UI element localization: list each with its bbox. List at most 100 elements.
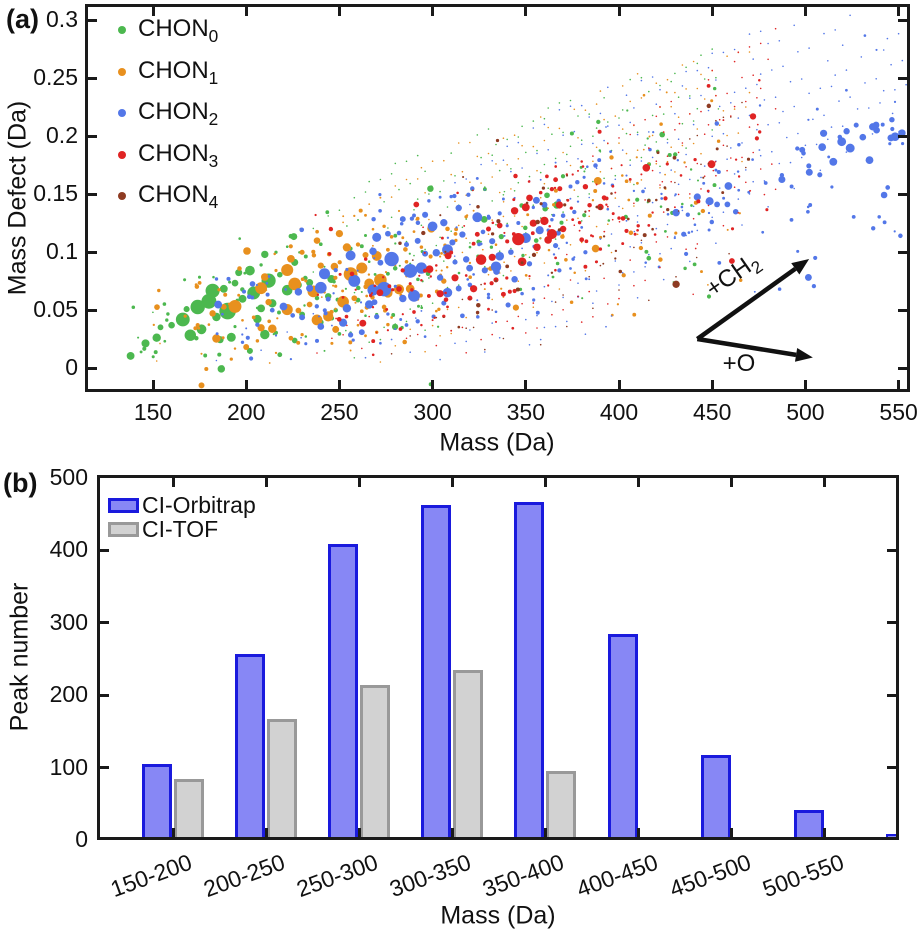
scatter-point: [843, 128, 850, 135]
scatter-point: [460, 313, 465, 319]
scatter-point: [363, 233, 368, 238]
scatter-point: [265, 298, 272, 306]
scatter-point: [237, 293, 241, 297]
scatter-point: [629, 164, 631, 166]
scatter-point: [793, 187, 795, 190]
scatter-point: [718, 187, 721, 189]
scatter-point: [512, 198, 516, 202]
scatter-point: [629, 246, 631, 248]
scatter-point: [583, 264, 588, 269]
scatter-point: [540, 216, 549, 226]
scatter-point: [577, 220, 582, 225]
scatter-point: [577, 115, 579, 117]
scatter-point: [496, 222, 503, 229]
scatter-point: [813, 255, 818, 260]
scatter-point: [469, 181, 471, 183]
bar-ci-tof: [267, 719, 298, 837]
scatter-point: [375, 331, 378, 334]
scatter-point: [221, 365, 224, 368]
scatter-point: [633, 107, 635, 109]
scatter-point: [562, 294, 564, 296]
scatter-point: [506, 145, 509, 148]
scatter-point: [220, 304, 227, 310]
scatter-point: [819, 87, 822, 90]
scatter-point: [659, 165, 661, 168]
scatter-point: [659, 106, 661, 108]
scatter-point: [703, 98, 706, 100]
scatter-point: [543, 297, 546, 300]
scatter-point: [505, 302, 511, 308]
scatter-point: [354, 301, 357, 304]
scatter-point: [651, 134, 654, 137]
scatter-point: [604, 196, 609, 201]
scatter-point: [398, 264, 401, 267]
scatter-point: [738, 278, 743, 282]
scatter-point: [629, 181, 631, 183]
scatter-point: [582, 213, 587, 218]
scatter-point: [541, 186, 546, 190]
scatter-point: [480, 338, 482, 341]
scatter-point: [722, 116, 725, 119]
scatter-point: [288, 277, 301, 291]
scatter-point: [674, 171, 676, 173]
scatter-point: [644, 144, 646, 146]
scatter-point: [356, 262, 368, 274]
bar-ci-tof: [360, 684, 391, 837]
scatter-point: [891, 112, 894, 115]
scatter-point: [439, 214, 442, 217]
scatter-point: [670, 146, 672, 148]
scatter-point: [405, 160, 408, 163]
scatter-point: [267, 275, 271, 278]
scatter-point: [823, 114, 825, 117]
scatter-point: [646, 137, 649, 140]
scatter-point: [394, 185, 397, 187]
scatter-point: [372, 232, 382, 242]
scatter-point: [696, 199, 701, 204]
scatter-point: [741, 224, 743, 226]
scatter-point: [595, 167, 598, 170]
y-tick-label: 100: [49, 753, 88, 780]
scatter-point: [547, 274, 550, 277]
scatter-point: [469, 203, 471, 206]
scatter-point: [572, 209, 577, 215]
scatter-point: [618, 142, 620, 144]
scatter-point: [596, 119, 601, 125]
scatter-point: [476, 299, 479, 302]
scatter-point: [385, 259, 391, 265]
scatter-point: [333, 275, 338, 280]
scatter-point: [721, 191, 725, 195]
scatter-point: [267, 319, 272, 324]
scatter-point: [358, 329, 365, 336]
scatter-point: [666, 78, 669, 81]
scatter-point: [754, 136, 759, 141]
scatter-point: [476, 315, 480, 319]
scatter-point: [481, 267, 488, 274]
scatter-point: [284, 288, 288, 291]
scatter-point: [318, 242, 323, 247]
scatter-point: [198, 382, 205, 389]
scatter-point: [633, 271, 635, 273]
scatter-point: [304, 279, 308, 283]
scatter-point: [439, 335, 441, 337]
scatter-point: [489, 245, 494, 249]
scatter-point: [371, 247, 373, 249]
scatter-point: [577, 137, 579, 139]
scatter-point: [666, 212, 670, 216]
scatter-point: [453, 231, 458, 236]
scatter-point: [569, 267, 572, 270]
scatter-point: [703, 133, 706, 135]
arrow-head: [794, 347, 813, 362]
scatter-point: [640, 76, 643, 79]
scatter-point: [454, 175, 456, 177]
scatter-point: [633, 205, 635, 207]
scatter-point: [390, 196, 393, 198]
scatter-point: [629, 159, 631, 161]
scatter-point: [696, 62, 699, 65]
scatter-point: [446, 308, 449, 311]
scatter-point: [353, 196, 356, 199]
scatter-point: [536, 327, 538, 329]
y-tick: [88, 76, 97, 80]
scatter-point: [461, 251, 464, 254]
scatter-point: [405, 240, 408, 243]
scatter-point: [491, 221, 495, 225]
